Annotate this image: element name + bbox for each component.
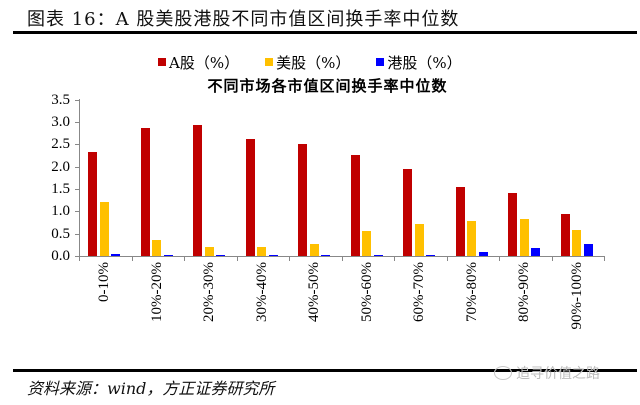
legend-label: 港股（%） (387, 53, 462, 72)
bar (321, 255, 330, 256)
bar (88, 151, 97, 256)
x-tick (131, 256, 133, 261)
bar (426, 254, 435, 256)
top-rule (13, 31, 637, 34)
y-tick (75, 233, 79, 235)
y-tick-label: 1.0 (51, 203, 70, 220)
y-tick-label: 3.0 (51, 113, 70, 130)
bar (140, 128, 150, 256)
bar (111, 254, 120, 256)
bar (478, 251, 488, 256)
bar (362, 230, 371, 256)
legend-swatch (158, 58, 166, 66)
bar (163, 255, 173, 256)
x-tick (236, 256, 238, 261)
chart-title: 不同市场各市值区间换手率中位数 (207, 77, 448, 95)
bar (298, 144, 307, 256)
x-category-label: 60%-70% (411, 262, 428, 322)
bar (519, 219, 529, 256)
y-tick-label: 0.5 (51, 225, 70, 242)
y-tick (75, 99, 79, 101)
bar (216, 255, 225, 256)
y-tick (75, 121, 79, 123)
bar (309, 244, 319, 256)
y-tick-label: 3.5 (51, 91, 70, 108)
bar (193, 125, 202, 256)
bar (350, 155, 360, 256)
x-tick (446, 256, 448, 261)
y-tick (75, 144, 79, 146)
wechat-icon (494, 366, 512, 380)
legend-swatch (265, 58, 274, 66)
x-tick (604, 256, 605, 261)
bar (403, 168, 412, 256)
chart-legend: A股（%） 美股（%） 港股（%） (158, 52, 488, 72)
bar (467, 221, 476, 256)
legend-label: 美股（%） (276, 53, 351, 72)
bar (245, 138, 255, 256)
y-tick-label: 0.0 (51, 248, 70, 264)
figure-title: 图表 16：A 股美股港股不同市值区间换手率中位数 (27, 9, 460, 30)
watermark: 追寻价值之路 (494, 363, 600, 383)
bar (583, 244, 593, 256)
bar (508, 192, 517, 256)
x-tick (551, 256, 553, 261)
y-tick (75, 188, 79, 190)
bottom-rule (13, 369, 637, 372)
watermark-text: 追寻价值之路 (516, 366, 600, 382)
x-category-label: 20%-30% (201, 262, 218, 322)
y-tick (75, 211, 79, 213)
x-category-label: 50%-60% (358, 262, 375, 322)
bar (257, 247, 266, 256)
source-note: 资料来源：wind，方正证券研究所 (27, 379, 275, 398)
x-tick (341, 256, 343, 261)
bar (455, 187, 465, 256)
x-category-label: 90%-100% (568, 262, 585, 330)
bar (204, 247, 214, 256)
y-tick-label: 2.0 (51, 158, 70, 175)
x-category-label: 30%-40% (253, 262, 270, 322)
bar (373, 254, 383, 256)
legend-item: 港股（%） (376, 52, 462, 73)
legend-item: A股（%） (158, 52, 239, 73)
y-axis (79, 99, 80, 256)
legend-label: A股（%） (169, 53, 240, 72)
legend-swatch (376, 58, 385, 66)
x-category-label: 40%-50% (306, 262, 323, 322)
x-category-label: 70%-80% (463, 262, 480, 322)
y-tick (75, 166, 79, 168)
x-category-label: 80%-90% (516, 262, 533, 322)
bar (152, 239, 161, 256)
bar (572, 229, 581, 256)
bar (99, 201, 109, 256)
x-tick (499, 256, 500, 261)
y-tick (75, 256, 79, 257)
bar (560, 214, 570, 256)
y-tick-label: 1.5 (51, 180, 70, 197)
x-tick (394, 256, 395, 261)
bar (268, 255, 278, 256)
x-tick (79, 256, 80, 261)
bar (414, 223, 424, 256)
x-category-label: 0-10% (96, 262, 113, 302)
bar (531, 248, 540, 256)
x-category-label: 10%-20% (148, 262, 165, 322)
x-tick (184, 256, 185, 261)
legend-item: 美股（%） (265, 52, 350, 73)
x-tick (289, 256, 290, 261)
y-tick-label: 2.5 (51, 136, 70, 153)
